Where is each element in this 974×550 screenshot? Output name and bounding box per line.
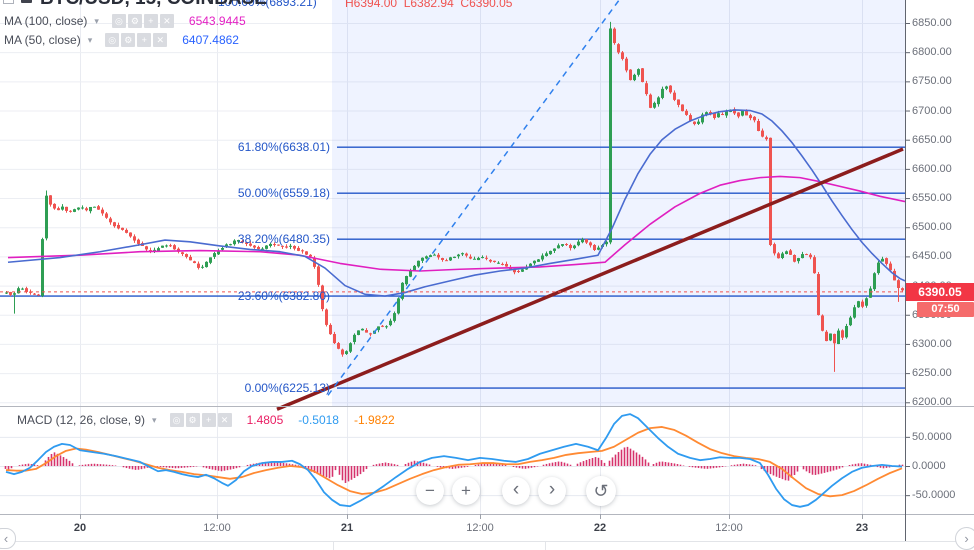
bottom-divider xyxy=(333,542,334,550)
eye-icon[interactable]: ◎ xyxy=(169,413,184,427)
ma50-label[interactable]: MA (50, close) xyxy=(4,33,81,47)
ma100-legend-row: MA (100, close) ▾ ◎ ⚙ + ✕ 6543.9445 xyxy=(4,14,246,28)
macd-icon-strip: ◎ ⚙ + ✕ xyxy=(169,413,232,427)
bar-countdown-badge: 07:50 xyxy=(917,302,974,317)
price-axis-tick: 6850.00 xyxy=(912,17,952,29)
bottom-divider xyxy=(545,542,546,550)
settings-icon[interactable]: ⚙ xyxy=(127,14,142,28)
scroll-left-button[interactable]: ‹ xyxy=(502,477,530,505)
eye-icon[interactable]: ◎ xyxy=(105,33,120,47)
close-icon[interactable]: ✕ xyxy=(159,14,174,28)
reset-view-button[interactable]: ↺ xyxy=(586,476,616,506)
time-axis-tick: 23 xyxy=(855,522,869,534)
ma100-value: 6543.9445 xyxy=(188,14,246,28)
close-icon[interactable]: ✕ xyxy=(217,413,232,427)
price-axis-tick: 6600.00 xyxy=(912,162,952,175)
fib-level-label: 50.00%(6559.18) xyxy=(237,185,330,200)
ma50-icon-strip: ◎ ⚙ + ✕ xyxy=(105,33,168,47)
price-axis-tick: 6450.00 xyxy=(912,250,952,263)
ma100-icon-strip: ◎ ⚙ + ✕ xyxy=(111,14,174,28)
price-axis-tick: 6200.00 xyxy=(912,396,952,409)
time-axis-tick: 12:00 xyxy=(203,522,231,534)
current-price-badge: 6390.05 xyxy=(906,283,974,301)
macd-axis-tick: -50.0000 xyxy=(912,489,956,502)
eye-icon[interactable]: ◎ xyxy=(111,14,126,28)
macd-axis-tick: 0.0000 xyxy=(912,460,946,472)
scroll-right-button[interactable]: › xyxy=(538,477,566,505)
macd-hist-value: 1.4805 xyxy=(246,413,284,427)
timeline-scroll-left-button[interactable]: ‹ xyxy=(0,528,16,549)
ma50-legend-row: MA (50, close) ▾ ◎ ⚙ + ✕ 6407.4862 xyxy=(4,33,239,47)
add-icon[interactable]: + xyxy=(143,14,158,28)
macd-legend-row: MACD (12, 26, close, 9) ▾ ◎ ⚙ + ✕ 1.4805 -0… xyxy=(17,413,395,427)
ohlc-readout: H6394.00 L6382.94 C6390.05 xyxy=(345,0,513,10)
add-icon[interactable]: + xyxy=(201,413,216,427)
ma50-value: 6407.4862 xyxy=(182,33,239,47)
price-axis-tick: 6550.00 xyxy=(912,192,952,205)
macd-label[interactable]: MACD (12, 26, close, 9) xyxy=(17,413,146,427)
price-axis-tick: 6700.00 xyxy=(912,104,952,117)
fib-level-label: 38.20%(6480.35) xyxy=(237,231,330,246)
timeline-scroll-right-button[interactable]: › xyxy=(955,527,974,550)
settings-icon[interactable]: ⚙ xyxy=(185,413,200,427)
add-icon[interactable]: + xyxy=(137,33,152,47)
price-axis-tick: 6300.00 xyxy=(912,337,952,350)
macd-axis-tick: 50.0000 xyxy=(912,430,952,443)
chevron-down-icon[interactable]: ▾ xyxy=(152,414,157,425)
fib-level-label: 0.00%(6225.13) xyxy=(244,380,330,395)
symbol-checkbox[interactable] xyxy=(3,0,14,4)
time-axis-tick: 12:00 xyxy=(466,522,494,534)
fib-level-label: 61.80%(6638.01) xyxy=(237,139,330,154)
price-axis-tick: 6750.00 xyxy=(912,75,952,88)
close-icon[interactable]: ✕ xyxy=(153,33,168,47)
fib-100-label: 100.00%(6893.21) xyxy=(218,0,317,9)
time-axis-tick: 22 xyxy=(593,522,607,534)
price-axis-tick: 6800.00 xyxy=(912,46,952,59)
price-axis-tick: 6500.00 xyxy=(912,221,952,234)
chevron-down-icon[interactable]: ▾ xyxy=(87,34,93,45)
chevron-down-icon[interactable]: ▾ xyxy=(94,15,99,26)
symbol-title[interactable]: BTC/USD, 15, COINBASE xyxy=(40,0,267,10)
settings-icon[interactable]: ⚙ xyxy=(121,33,136,47)
time-axis-tick: 12:00 xyxy=(715,522,743,534)
macd-signal-value: -1.9822 xyxy=(353,413,395,427)
zoom-in-button[interactable]: + xyxy=(452,477,480,505)
symbol-thumbnail-icon xyxy=(21,0,32,3)
price-axis-tick: 6250.00 xyxy=(912,367,952,380)
fib-level-label: 23.60%(6382.80) xyxy=(237,288,330,303)
ma100-label[interactable]: MA (100, close) xyxy=(4,14,88,28)
macd-line-value: -0.5018 xyxy=(298,413,339,427)
symbol-legend: BTC/USD, 15, COINBASE xyxy=(0,0,700,12)
price-axis-tick: 6650.00 xyxy=(912,133,952,146)
zoom-out-button[interactable]: − xyxy=(416,477,444,505)
time-axis-tick: 21 xyxy=(340,522,354,534)
time-axis-tick: 20 xyxy=(73,522,87,534)
